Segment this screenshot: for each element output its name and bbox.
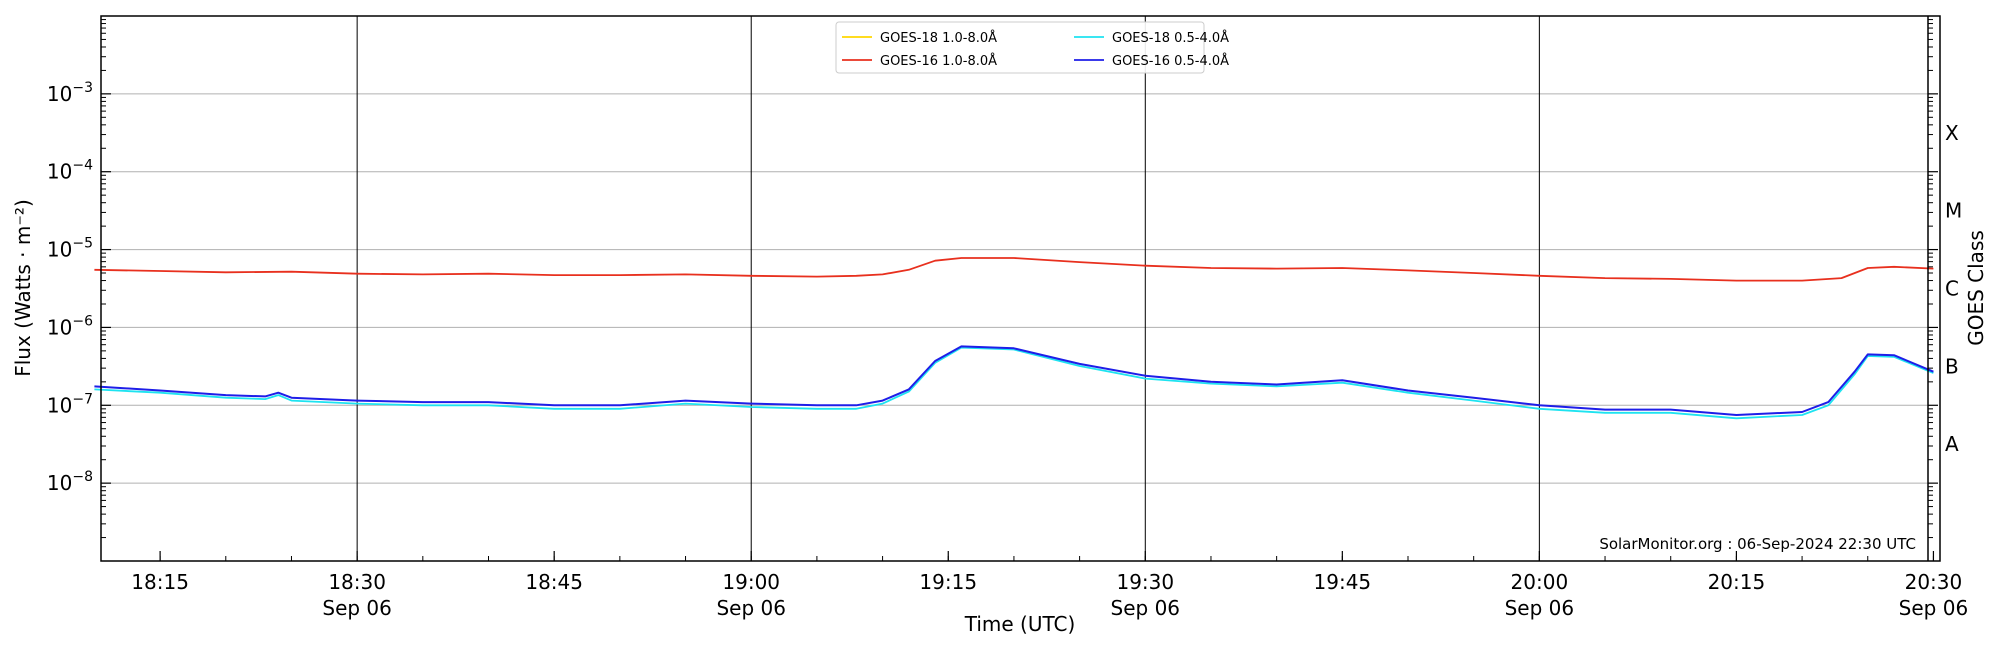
x-axis-label: Time (UTC): [964, 612, 1076, 636]
series-line: [94, 257, 1934, 282]
legend-label: GOES-16 0.5-4.0Å: [1112, 53, 1229, 69]
x-tick-label: 18:45: [525, 570, 583, 594]
y-tick-label: 10−5: [47, 236, 93, 262]
legend-label: GOES-18 1.0-8.0Å: [880, 30, 997, 46]
x-tick-label: 20:30: [1905, 570, 1963, 594]
y-tick-label: 10−4: [47, 158, 93, 184]
grid-layer: [101, 16, 1928, 561]
y-tick-label: 10−3: [47, 80, 93, 106]
legend-label: GOES-18 0.5-4.0Å: [1112, 30, 1229, 46]
legend: GOES-18 1.0-8.0Å GOES-16 1.0-8.0Å GOES-18 …: [835, 21, 1229, 74]
source-annotation: SolarMonitor.org : 06-Sep-2024 22:30 UTC: [1599, 535, 1916, 553]
goes-class-label: X: [1945, 121, 1959, 145]
y-tick-label: 10−7: [47, 391, 93, 417]
goes-class-label: C: [1945, 277, 1959, 301]
y-axis-label: Flux (Watts · m⁻²): [11, 199, 35, 377]
series-line: [94, 346, 1934, 420]
x-tick-date-label: Sep 06: [1111, 596, 1181, 620]
x-tick-label: 19:30: [1116, 570, 1174, 594]
x-tick-date-label: Sep 06: [1505, 596, 1575, 620]
x-tick-date-label: Sep 06: [716, 596, 786, 620]
x-tick-label: 20:15: [1708, 570, 1766, 594]
x-tick-label: 18:30: [328, 570, 386, 594]
goes-class-axis-label: GOES Class: [1964, 230, 1988, 346]
x-tick-label: 19:00: [722, 570, 780, 594]
x-tick-label: 18:15: [131, 570, 189, 594]
goes-class-label: A: [1945, 432, 1959, 456]
x-tick-label: 19:15: [919, 570, 977, 594]
y-tick-label: 10−8: [47, 469, 93, 495]
goes-class-label: M: [1945, 199, 1962, 223]
x-tick-label: 20:00: [1511, 570, 1569, 594]
series-line: [94, 345, 1934, 416]
series-layer: [94, 257, 1934, 420]
x-tick-date-label: Sep 06: [1899, 596, 1969, 620]
plot-frame: [100, 15, 1941, 562]
legend-box: [835, 21, 1205, 74]
y-tick-label: 10−6: [47, 313, 93, 339]
legend-label: GOES-16 1.0-8.0Å: [880, 53, 997, 69]
x-tick-date-label: Sep 06: [322, 596, 392, 620]
goes-class-label: B: [1945, 354, 1959, 378]
x-tick-label: 19:45: [1314, 570, 1372, 594]
